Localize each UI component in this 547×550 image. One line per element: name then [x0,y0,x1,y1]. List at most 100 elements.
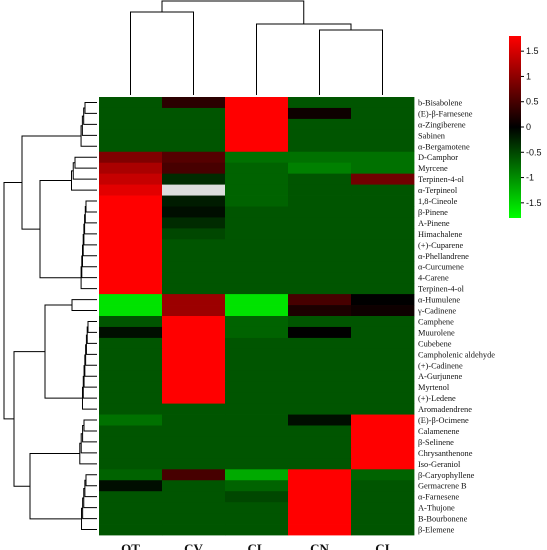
row-dendrogram-link [80,125,97,147]
heatmap-cell [225,261,289,273]
heatmap-cell [288,140,352,153]
heatmap-cell [99,469,163,481]
heatmap-cell [162,250,226,262]
row-label: D-Camphor [418,153,458,162]
heatmap-cell [99,162,163,175]
row-label: α-Curcumene [418,263,464,272]
heatmap-cell [288,381,352,394]
heatmap-cell [162,513,226,525]
heatmap-cell [99,140,163,153]
color-scale-tick-label: 1.5 [526,46,539,56]
heatmap-cell [99,129,163,142]
row-label: 4-Carene [418,274,449,283]
heatmap-cell [99,97,163,109]
row-dendrogram-link [85,200,97,213]
heatmap-cell [288,206,352,218]
heatmap-cell [225,239,289,251]
heatmap-cell [351,239,415,251]
heatmap-cell [162,184,226,196]
row-label: Chrysanthenone [418,449,473,458]
heatmap-cell [162,337,226,350]
heatmap-cell [162,359,226,372]
heatmap-cell [288,261,352,273]
heatmap-cell [288,458,352,470]
heatmap-cell [162,261,226,273]
heatmap-cell [288,491,352,503]
heatmap-cell [162,217,226,229]
heatmap-cell [162,502,226,514]
heatmap-cell [162,524,226,536]
heatmap-cell [351,359,415,372]
row-label: Campholenic aldehyde [418,350,495,359]
heatmap-cell [225,140,289,153]
heatmap-cell [99,513,163,525]
heatmap-cell [351,151,415,164]
row-label: Iso-Geraniol [418,460,461,469]
column-dendrogram-link [161,0,305,24]
heatmap-cell [162,206,226,218]
heatmap-cell [351,305,415,317]
heatmap-cell [288,305,352,317]
heatmap-cell [162,403,226,415]
heatmap-cell [288,283,352,295]
heatmap-cell [351,217,415,229]
heatmap-cell [162,129,226,142]
heatmap-cell [225,294,289,306]
row-dendrogram-link [79,442,97,465]
heatmap-cell [99,107,163,120]
heatmap-cell [162,173,226,185]
heatmap-cell [225,316,289,328]
heatmap-cell [225,480,289,492]
row-dendrogram-link [85,344,97,366]
heatmap-cell [288,195,352,207]
heatmap-cell [99,173,163,185]
heatmap-cell [288,436,352,448]
row-dendrogram-link [83,419,97,432]
heatmap-cell [225,359,289,372]
heatmap-cell [225,173,289,185]
column-label: CV [184,541,203,550]
heatmap-cell [225,458,289,470]
heatmap-cell [351,425,415,437]
heatmap-cell [351,206,415,218]
heatmap-cell [99,118,163,131]
heatmap-cell [351,162,415,175]
color-scale-tick-label: -1 [526,173,534,183]
heatmap-cell [225,184,289,196]
heatmap-cell [351,370,415,383]
heatmap-cell [225,425,289,437]
heatmap-cell [288,97,352,109]
heatmap-cell [99,184,163,196]
row-dendrogram-link [39,179,82,279]
heatmap-cell [351,140,415,153]
column-dendrogram [130,0,383,95]
row-dendrogram-link [72,162,97,180]
row-label: Germacrene B [418,482,467,491]
row-label: Calamenene [418,427,460,436]
column-dendrogram-link [256,23,352,95]
heatmap-cell [99,294,163,306]
row-label: α-Humulene [418,296,460,305]
heatmap-cell [99,403,163,415]
heatmap-cell [225,469,289,481]
column-label: CL [247,541,265,550]
row-label: Muurolene [418,328,455,337]
heatmap-cell [225,491,289,503]
row-dendrogram-link [87,320,97,333]
row-label: (E)-β-Farnesene [418,109,473,118]
heatmap-cell [288,316,352,328]
heatmap-cell [162,480,226,492]
color-scale-legend: 1.5 1 0.5 0 -0.5 -1 -1.5 [509,36,542,218]
heatmap-cell [225,337,289,350]
row-label: γ-Cadinene [417,307,456,316]
heatmap-cell [288,524,352,536]
heatmap-cell [288,217,352,229]
heatmap-cell [288,513,352,525]
row-dendrogram-link [71,299,97,312]
row-dendrogram-link [44,304,83,399]
heatmap-cell [351,337,415,350]
heatmap-cell [225,436,289,448]
row-dendrogram-link [29,453,82,520]
heatmap-cell [351,502,415,514]
heatmap-cell [351,283,415,295]
